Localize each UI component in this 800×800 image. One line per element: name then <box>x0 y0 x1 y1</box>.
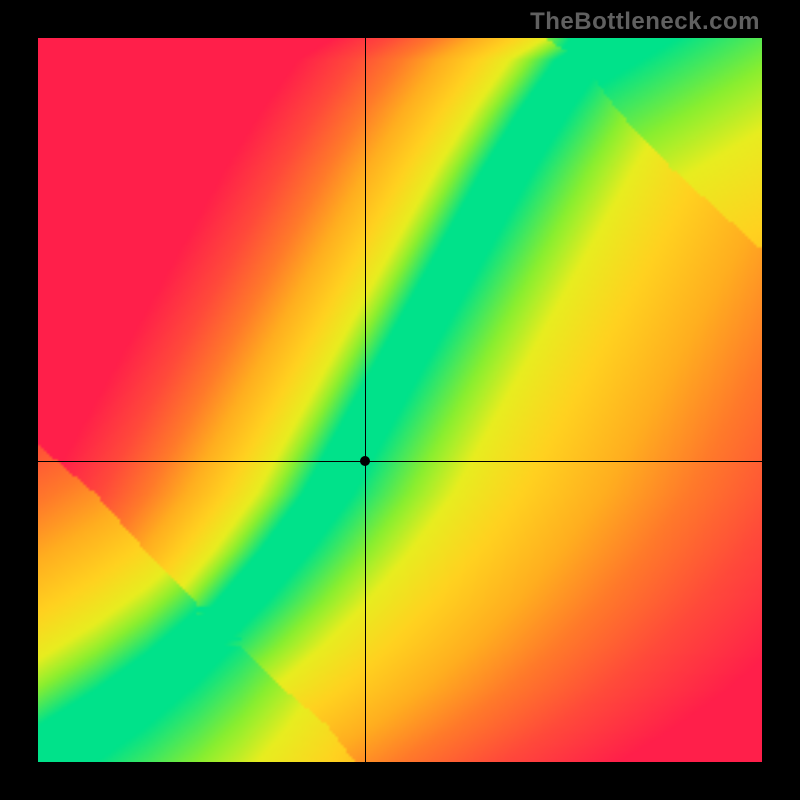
plot-area <box>38 38 762 762</box>
heatmap-canvas <box>38 38 762 762</box>
chart-container: TheBottleneck.com <box>0 0 800 800</box>
watermark-text: TheBottleneck.com <box>530 8 760 36</box>
crosshair-vertical <box>365 38 366 762</box>
crosshair-horizontal <box>38 461 762 462</box>
marker-dot <box>360 456 370 466</box>
